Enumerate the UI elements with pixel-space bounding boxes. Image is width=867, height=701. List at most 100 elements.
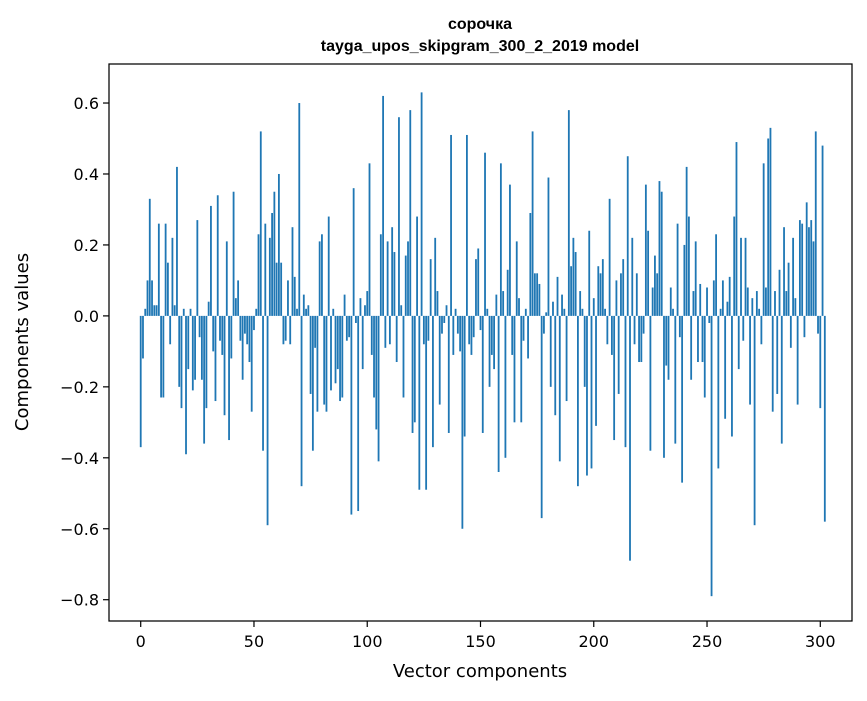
- bar: [583, 315, 586, 387]
- bar: [293, 276, 296, 316]
- bar: [509, 184, 511, 316]
- bar: [515, 241, 518, 316]
- bar: [173, 305, 176, 316]
- bar: [642, 315, 645, 334]
- bar: [540, 315, 543, 519]
- bar: [273, 191, 276, 316]
- bar: [395, 315, 398, 363]
- bar: [771, 315, 774, 412]
- bar: [604, 308, 606, 316]
- bar: [547, 177, 550, 316]
- bar: [633, 315, 636, 345]
- bar: [572, 237, 575, 316]
- bar: [595, 315, 597, 426]
- y-tick-label: −0.2: [60, 378, 99, 397]
- bar: [311, 315, 314, 451]
- bar: [524, 308, 527, 316]
- bar: [622, 259, 625, 316]
- bar: [688, 216, 690, 316]
- bar: [171, 237, 174, 316]
- bar: [638, 315, 640, 363]
- bar: [812, 241, 815, 316]
- bar: [284, 315, 287, 341]
- bar: [819, 315, 822, 409]
- bar: [221, 315, 224, 355]
- bar: [577, 315, 579, 487]
- bar: [626, 156, 629, 316]
- bar: [787, 262, 790, 316]
- bar: [445, 305, 448, 316]
- bar: [527, 315, 529, 359]
- bar: [586, 315, 588, 476]
- bar: [327, 216, 330, 316]
- bar: [368, 163, 371, 316]
- bar: [253, 315, 255, 331]
- bar: [543, 315, 545, 334]
- bar: [699, 283, 702, 316]
- bar: [196, 220, 199, 316]
- bar: [427, 315, 430, 341]
- bar: [244, 315, 246, 334]
- bar: [305, 308, 307, 316]
- bar: [388, 315, 391, 345]
- bar: [649, 315, 652, 451]
- bar: [765, 287, 767, 316]
- bar: [348, 315, 351, 338]
- bar: [710, 315, 713, 597]
- bar: [402, 315, 405, 398]
- bar: [463, 315, 466, 437]
- bar: [635, 273, 638, 316]
- bar: [162, 315, 165, 398]
- bar: [685, 166, 688, 316]
- bar: [663, 315, 665, 458]
- bar: [563, 308, 566, 316]
- bar: [139, 315, 142, 448]
- bar: [724, 315, 727, 419]
- bar: [334, 315, 337, 384]
- bar: [814, 131, 817, 316]
- bar: [309, 315, 312, 394]
- bar: [692, 291, 695, 316]
- bar: [708, 315, 711, 323]
- bar: [479, 315, 482, 331]
- bar: [529, 213, 532, 316]
- x-tick-label: 250: [692, 632, 723, 651]
- bar: [357, 315, 360, 512]
- bar: [694, 241, 697, 316]
- bar: [434, 237, 437, 316]
- bar: [817, 315, 819, 334]
- bar: [776, 315, 779, 394]
- bar: [502, 291, 505, 316]
- bar: [726, 301, 729, 316]
- bar: [447, 315, 450, 433]
- bar: [647, 230, 650, 316]
- bar: [189, 308, 192, 316]
- bar: [325, 315, 328, 412]
- bar: [164, 223, 167, 316]
- bar: [400, 305, 403, 316]
- bar: [225, 241, 228, 316]
- bar: [321, 234, 323, 316]
- bar: [733, 216, 736, 316]
- x-tick-label: 150: [465, 632, 496, 651]
- y-tick-label: 0.2: [74, 236, 99, 255]
- x-tick-label: 50: [244, 632, 264, 651]
- x-tick-label: 200: [578, 632, 609, 651]
- bar: [180, 315, 183, 409]
- y-tick-label: −0.8: [60, 591, 99, 610]
- bar: [438, 315, 441, 405]
- bar: [153, 305, 156, 316]
- bar: [640, 315, 643, 363]
- bar: [735, 142, 738, 316]
- bar: [452, 315, 455, 355]
- bar: [239, 315, 242, 341]
- bar: [740, 237, 742, 316]
- bar: [296, 308, 298, 316]
- bar: [418, 315, 421, 490]
- plot-frame: [108, 63, 853, 622]
- bar: [266, 315, 269, 526]
- bars-group: [139, 92, 826, 597]
- bar: [774, 291, 776, 316]
- bar: [676, 223, 679, 316]
- bar: [420, 92, 423, 316]
